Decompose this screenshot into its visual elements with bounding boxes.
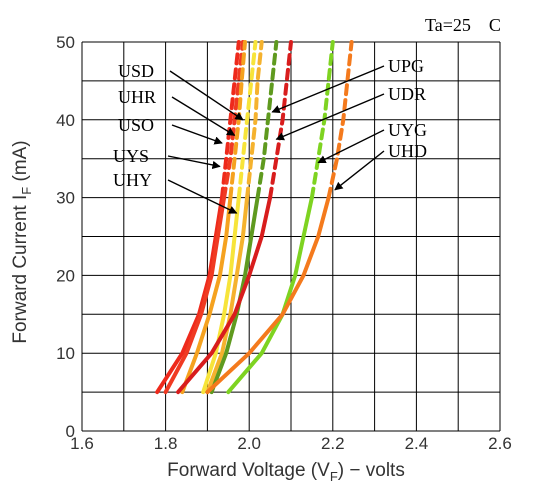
legend-label-uhd: UHD bbox=[388, 141, 427, 161]
x-axis-label-main: Forward Voltage (V bbox=[167, 460, 330, 481]
series-line-dashed-uhy bbox=[245, 40, 264, 200]
x-tick-label: 2.4 bbox=[405, 434, 429, 453]
y-tick-label: 40 bbox=[56, 111, 75, 130]
y-tick-label: 30 bbox=[56, 189, 75, 208]
leader-line-uso bbox=[171, 124, 223, 145]
leader-line-uys bbox=[167, 155, 221, 170]
series-line-udr bbox=[176, 195, 273, 395]
legend-label-upg: UPG bbox=[388, 56, 424, 76]
y-axis-label-sub: F bbox=[19, 187, 34, 195]
leader-line-upg bbox=[271, 65, 385, 114]
series-line-uso bbox=[180, 195, 233, 395]
leader-line-usd bbox=[169, 70, 244, 121]
leader-line-udr bbox=[275, 93, 385, 141]
y-axis-label-suffix: (mA) bbox=[10, 140, 31, 186]
series-line-dashed-uhd bbox=[326, 40, 354, 200]
grid bbox=[81, 41, 501, 432]
series-line-uys bbox=[201, 195, 241, 395]
x-tick-label: 2.2 bbox=[321, 434, 345, 453]
legend-label-uyg: UYG bbox=[388, 120, 427, 140]
series-line-dashed-usd bbox=[220, 40, 241, 200]
x-tick-label: 2.6 bbox=[488, 434, 512, 453]
tick-labels: 1.6 1.8 2.0 2.2 2.4 2.6 0 10 20 30 40 50 bbox=[56, 33, 512, 453]
y-tick-label: 10 bbox=[56, 344, 75, 363]
series-layer bbox=[155, 40, 354, 395]
series-line-uyg bbox=[226, 195, 314, 395]
y-tick-label: 20 bbox=[56, 266, 75, 285]
x-tick-label: 1.6 bbox=[70, 434, 94, 453]
leader-line-uyg bbox=[317, 129, 385, 164]
series-line-dashed-udr bbox=[268, 40, 293, 200]
condition-annotation: Ta=25 C bbox=[425, 15, 501, 35]
x-axis-label-suffix: ) − volts bbox=[338, 460, 405, 481]
y-axis-label: Forward Current IF (mA) bbox=[10, 140, 34, 343]
series-line-uhd bbox=[205, 195, 331, 395]
y-tick-label: 50 bbox=[56, 33, 75, 52]
series-line-dashed-uys bbox=[236, 40, 258, 200]
x-tick-label: 1.8 bbox=[154, 434, 178, 453]
legend-label-uys: UYS bbox=[113, 146, 149, 166]
x-axis-label-sub: F bbox=[330, 469, 338, 484]
x-axis-label: Forward Voltage (VF) − volts bbox=[167, 460, 405, 484]
leader-line-uhr bbox=[171, 96, 236, 136]
leader-line-uhy bbox=[167, 179, 238, 214]
legend-label-uhy: UHY bbox=[113, 170, 152, 190]
legend-label-uhr: UHR bbox=[118, 87, 156, 107]
y-tick-label: 0 bbox=[66, 422, 75, 441]
legend-label-uso: USO bbox=[118, 115, 154, 135]
leader-line-uhd bbox=[334, 150, 385, 191]
x-tick-label: 2.0 bbox=[237, 434, 261, 453]
series-line-uhr bbox=[163, 195, 227, 395]
series-line-dashed-upg bbox=[255, 40, 279, 200]
legend-label-usd: USD bbox=[118, 61, 154, 81]
series-line-uhy bbox=[205, 195, 250, 395]
legend-label-udr: UDR bbox=[388, 84, 426, 104]
y-axis-label-main: Forward Current I bbox=[10, 195, 31, 344]
